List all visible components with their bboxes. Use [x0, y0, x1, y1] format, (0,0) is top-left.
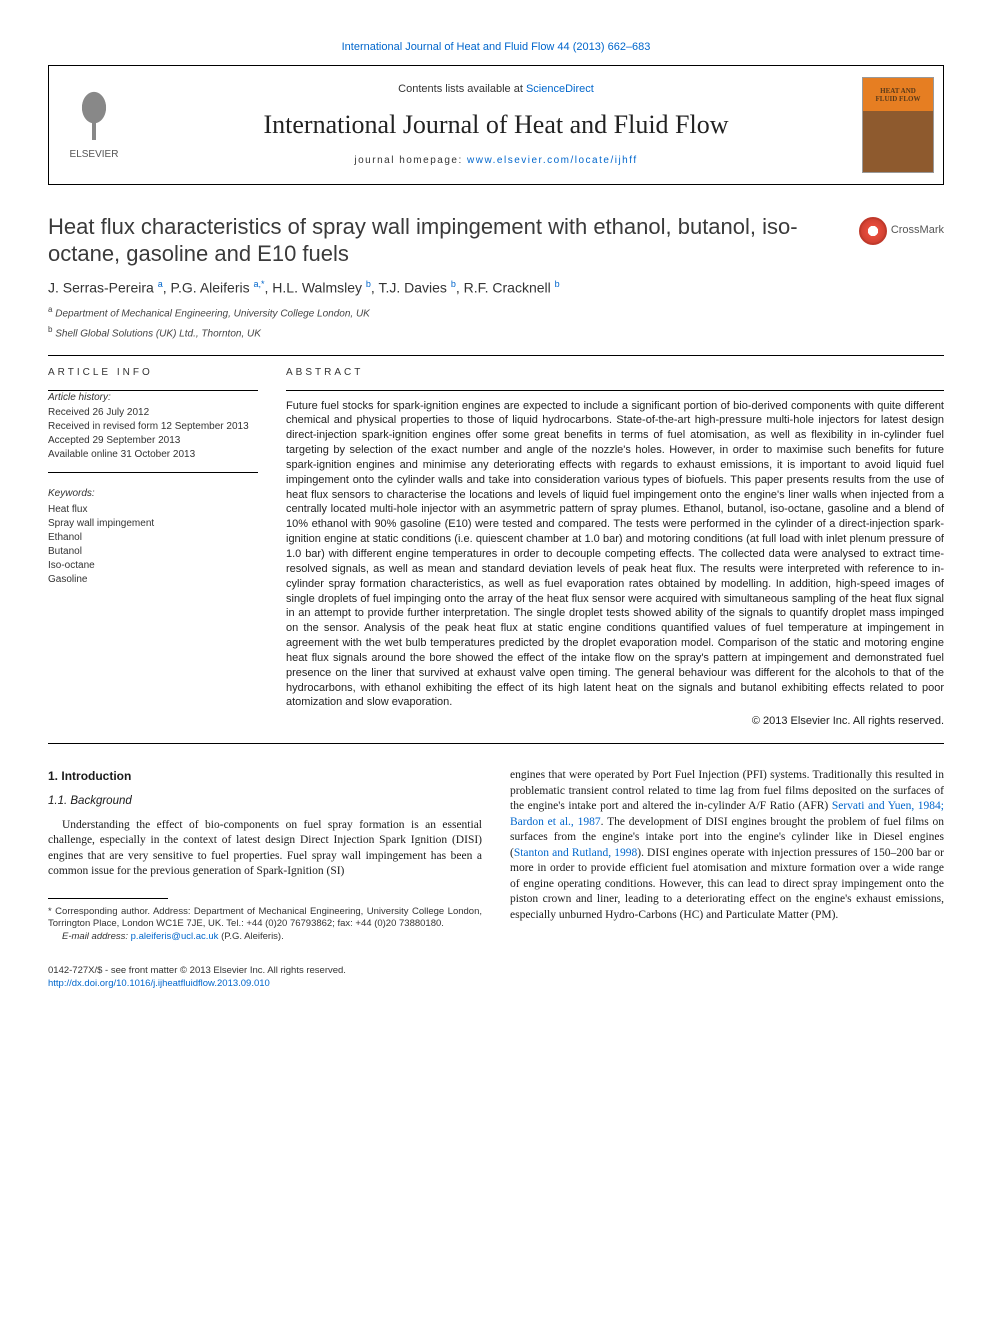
footer-bar: 0142-727X/$ - see front matter © 2013 El… [48, 965, 944, 991]
article-info-label: ARTICLE INFO [48, 366, 258, 380]
body-para-1: Understanding the effect of bio-componen… [48, 818, 482, 880]
body-columns: 1. Introduction 1.1. Background Understa… [48, 768, 944, 943]
publisher-name: ELSEVIER [70, 148, 119, 162]
subsection-num: 1.1. [48, 795, 67, 807]
publisher-logo[interactable]: ELSEVIER [49, 66, 139, 184]
email-footnote: E-mail address: p.aleiferis@ucl.ac.uk (P… [48, 931, 482, 943]
abstract-copyright: © 2013 Elsevier Inc. All rights reserved… [286, 714, 944, 729]
rule-1 [48, 355, 944, 356]
journal-cover[interactable]: HEAT AND FLUID FLOW [853, 66, 943, 184]
abstract-text: Future fuel stocks for spark-ignition en… [286, 399, 944, 711]
keyword: Ethanol [48, 531, 258, 545]
history-label: Article history: [48, 391, 258, 405]
crossmark-icon [859, 217, 887, 245]
history-item: Received in revised form 12 September 20… [48, 420, 258, 434]
body-para-2: engines that were operated by Port Fuel … [510, 768, 944, 923]
abstract-label: ABSTRACT [286, 366, 944, 380]
sciencedirect-link[interactable]: ScienceDirect [526, 83, 594, 95]
abstract-block: ABSTRACT Future fuel stocks for spark-ig… [286, 366, 944, 729]
footnote-corr-text: * Corresponding author. Address: Departm… [48, 906, 482, 929]
affiliation: a Department of Mechanical Engineering, … [48, 305, 944, 321]
subsection-1-1-heading: 1.1. Background [48, 794, 482, 810]
email-link[interactable]: p.aleiferis@ucl.ac.uk [131, 931, 219, 942]
section-num: 1. [48, 769, 58, 783]
history-item: Received 26 July 2012 [48, 406, 258, 420]
ref-stanton-rutland[interactable]: Stanton and Rutland, 1998 [514, 847, 637, 859]
footnote-separator [48, 898, 168, 899]
keyword: Gasoline [48, 573, 258, 587]
keyword: Spray wall impingement [48, 517, 258, 531]
email-suffix: (P.G. Aleiferis). [218, 931, 283, 942]
column-left: 1. Introduction 1.1. Background Understa… [48, 768, 482, 943]
section-title: Introduction [61, 769, 131, 783]
corresponding-author-footnote: * Corresponding author. Address: Departm… [48, 905, 482, 931]
contents-available: Contents lists available at ScienceDirec… [398, 82, 594, 97]
keywords-label: Keywords: [48, 487, 258, 501]
issn-line: 0142-727X/$ - see front matter © 2013 El… [48, 965, 944, 978]
cover-text-2: FLUID FLOW [876, 96, 921, 104]
history-item: Accepted 29 September 2013 [48, 434, 258, 448]
info-rule-2 [48, 472, 258, 473]
crossmark-label: CrossMark [891, 223, 944, 238]
abstract-rule [286, 390, 944, 391]
history-item: Available online 31 October 2013 [48, 448, 258, 462]
header-center: Contents lists available at ScienceDirec… [139, 66, 853, 184]
journal-header: ELSEVIER Contents lists available at Sci… [48, 65, 944, 185]
section-1-heading: 1. Introduction [48, 768, 482, 784]
crossmark-badge[interactable]: CrossMark [859, 217, 944, 245]
top-citation-link[interactable]: International Journal of Heat and Fluid … [48, 40, 944, 55]
homepage-link[interactable]: www.elsevier.com/locate/ijhff [467, 155, 638, 166]
doi-link[interactable]: http://dx.doi.org/10.1016/j.ijheatfluidf… [48, 978, 270, 989]
keyword: Iso-octane [48, 559, 258, 573]
homepage-prefix: journal homepage: [354, 155, 467, 166]
cover-thumbnail: HEAT AND FLUID FLOW [862, 77, 934, 173]
affiliation: b Shell Global Solutions (UK) Ltd., Thor… [48, 325, 944, 341]
article-title: Heat flux characteristics of spray wall … [48, 213, 839, 268]
article-info: ARTICLE INFO Article history: Received 2… [48, 366, 258, 729]
column-right: engines that were operated by Port Fuel … [510, 768, 944, 943]
journal-title: International Journal of Heat and Fluid … [263, 107, 728, 142]
email-label: E-mail address: [62, 931, 131, 942]
journal-homepage: journal homepage: www.elsevier.com/locat… [354, 154, 637, 168]
rule-2 [48, 743, 944, 744]
keyword: Heat flux [48, 503, 258, 517]
keyword: Butanol [48, 545, 258, 559]
elsevier-tree-icon [66, 88, 122, 144]
contents-prefix: Contents lists available at [398, 83, 526, 95]
authors-line: J. Serras-Pereira a, P.G. Aleiferis a,*,… [48, 278, 944, 298]
subsection-title: Background [70, 795, 131, 807]
